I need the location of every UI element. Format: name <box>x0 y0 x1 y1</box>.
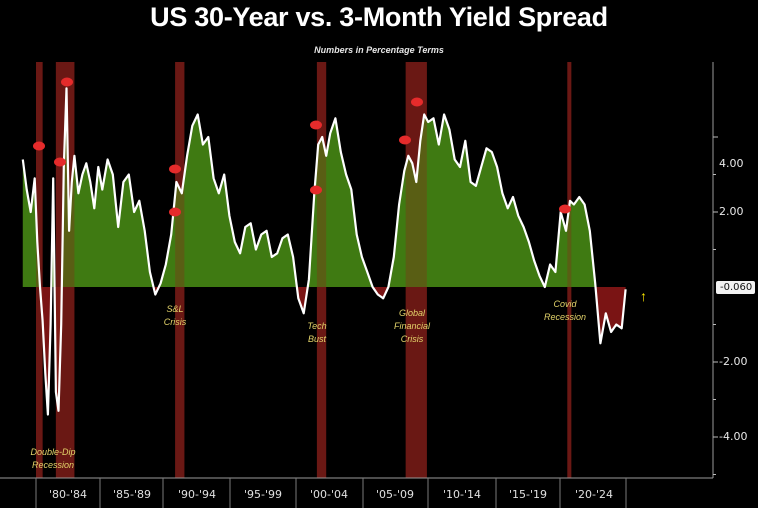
annotation-sl-crisis: S&L Crisis <box>163 304 187 327</box>
recession-band <box>567 62 572 478</box>
page-title: US 30-Year vs. 3-Month Yield Spread <box>150 2 608 32</box>
x-tick-label: '90-'94 <box>177 488 216 501</box>
x-tick-label: '00-'04 <box>309 488 348 501</box>
recession-marker-icon <box>559 204 571 214</box>
x-tick-label: '20-'24 <box>574 488 613 501</box>
x-tick-label: '95-'99 <box>243 488 282 501</box>
annotation-covid: Covid Recession <box>543 299 587 322</box>
x-tick-label: '10-'14 <box>442 488 481 501</box>
x-tick-label: '80-'84 <box>48 488 87 501</box>
recession-marker-icon <box>54 157 66 167</box>
x-tick-label: '85-'89 <box>112 488 151 501</box>
recession-marker-icon <box>310 185 322 195</box>
y-tick-label: -2.00 <box>719 355 748 368</box>
positive-area <box>22 88 626 287</box>
annotation-gfc: Global Financial Crisis <box>393 308 431 344</box>
annotation-tech-bust: Tech Bust <box>307 321 327 344</box>
recession-band <box>316 62 327 478</box>
annotation-double-dip: Double-Dip Recession <box>30 447 76 470</box>
spread-line <box>21 87 627 416</box>
recession-marker-icon <box>169 164 181 174</box>
x-tick-label: '15-'19 <box>508 488 547 501</box>
recession-band <box>175 62 185 478</box>
recession-marker-icon <box>399 135 411 145</box>
recession-markers <box>33 77 571 217</box>
y-tick-label: 2.00 <box>719 205 744 218</box>
recession-marker-icon <box>169 207 181 217</box>
x-tick-label: '05-'09 <box>375 488 414 501</box>
recession-marker-icon <box>61 77 73 87</box>
recession-marker-icon <box>33 141 45 151</box>
up-arrow-icon: ↑ <box>640 288 647 304</box>
last-value-label: -0.060 <box>716 281 756 294</box>
recession-band <box>405 62 427 478</box>
y-tick-label: -4.00 <box>719 430 748 443</box>
recession-marker-icon <box>310 120 322 130</box>
recession-marker-icon <box>411 97 423 107</box>
y-ticks <box>713 136 718 475</box>
page-subtitle: Numbers in Percentage Terms <box>314 45 444 55</box>
x-dividers <box>35 478 627 508</box>
y-tick-label: 4.00 <box>719 157 744 170</box>
